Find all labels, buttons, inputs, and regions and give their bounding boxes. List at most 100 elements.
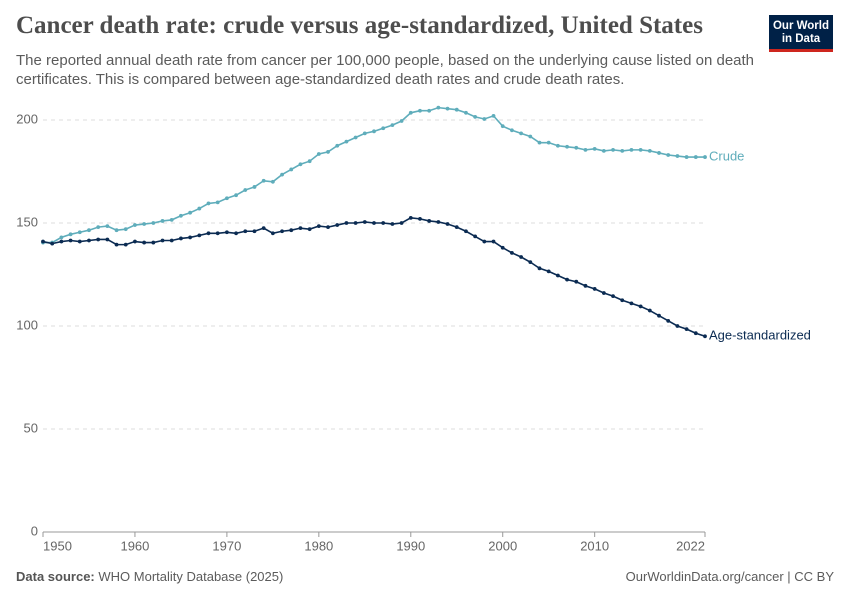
series-line [42,217,706,338]
data-point [188,235,193,240]
data-point [261,178,266,183]
data-point [160,238,165,243]
logo[interactable]: Our World in Data [769,15,833,52]
data-point [224,230,229,235]
data-point [528,134,533,139]
data-point [280,229,284,234]
data-point [77,230,82,235]
data-point [114,242,119,247]
data-point [77,239,82,244]
data-point [68,232,73,237]
data-point [96,237,101,242]
data-point [418,216,422,221]
data-point [454,225,459,230]
data-point [408,110,413,115]
data-point [601,291,606,295]
data-point [666,153,671,157]
data-point [555,143,560,148]
data-point [583,283,588,288]
series-label: Crude [709,149,744,164]
data-point [252,185,257,189]
data-point [133,239,137,244]
y-tick-label: 200 [16,111,38,126]
data-point [684,155,689,159]
y-tick-label: 100 [16,317,38,332]
data-point [270,179,275,184]
data-point [528,260,533,265]
data-point [482,117,487,121]
data-point [592,146,597,151]
data-point [427,108,432,113]
source: WHO Mortality Database (2025) [98,569,284,584]
x-tick-label: 1970 [212,538,241,553]
data-point [87,228,91,233]
data-point [123,242,128,247]
credit[interactable]: OurWorldinData.org/cancer | CC BY [625,569,834,584]
data-point [316,152,321,156]
data-point [647,149,652,153]
data-point [620,298,625,303]
data-point [215,200,220,205]
data-point [59,235,64,240]
data-point [445,222,450,226]
data-point [601,149,606,153]
data-point [546,140,551,145]
data-point [179,236,183,241]
data-point [234,193,238,198]
data-point [123,227,128,232]
data-point [574,279,579,284]
data-point [169,218,174,222]
data-point [675,154,680,158]
data-point [151,240,156,245]
data-point [657,313,661,318]
data-point [638,304,643,309]
data-point [519,131,524,136]
logo-text: in Data [781,33,821,45]
data-point [160,219,165,223]
data-point [436,220,441,224]
data-point [353,135,358,140]
data-point [565,277,569,282]
x-tick-label: 2000 [488,538,517,553]
data-point [519,255,524,259]
data-point [693,331,698,336]
footer: Data source: WHO Mortality Database (202… [16,569,834,584]
data-point [647,308,652,313]
data-point [326,150,330,154]
data-point [703,155,707,159]
data-point [372,221,376,225]
data-point [611,147,615,152]
data-point [399,119,404,123]
data-point [565,144,569,149]
data-point [399,221,404,225]
data-point [243,188,248,192]
x-tick-label: 1980 [304,538,333,553]
data-point [629,301,634,306]
data-point [620,149,625,153]
data-point [362,131,367,136]
data-point [59,239,64,244]
x-tick-label: 1990 [396,538,425,553]
data-point [381,221,386,225]
data-point [307,227,312,232]
data-point [500,245,505,250]
logo-text: Our World [772,20,829,32]
data-point [142,222,147,226]
data-point [96,225,101,230]
data-point [298,162,303,167]
data-point [224,196,229,201]
data-point [454,107,459,112]
data-point [510,128,514,133]
data-point [344,139,349,144]
data-point [500,124,505,129]
chart-title: Cancer death rate: crude versus age-stan… [16,12,703,39]
data-point [316,224,321,228]
data-point [234,231,238,236]
data-point [362,220,367,224]
data-point [335,223,340,227]
data-point [335,143,340,148]
data-point [142,240,147,245]
data-point [289,228,294,233]
data-point [657,151,661,155]
